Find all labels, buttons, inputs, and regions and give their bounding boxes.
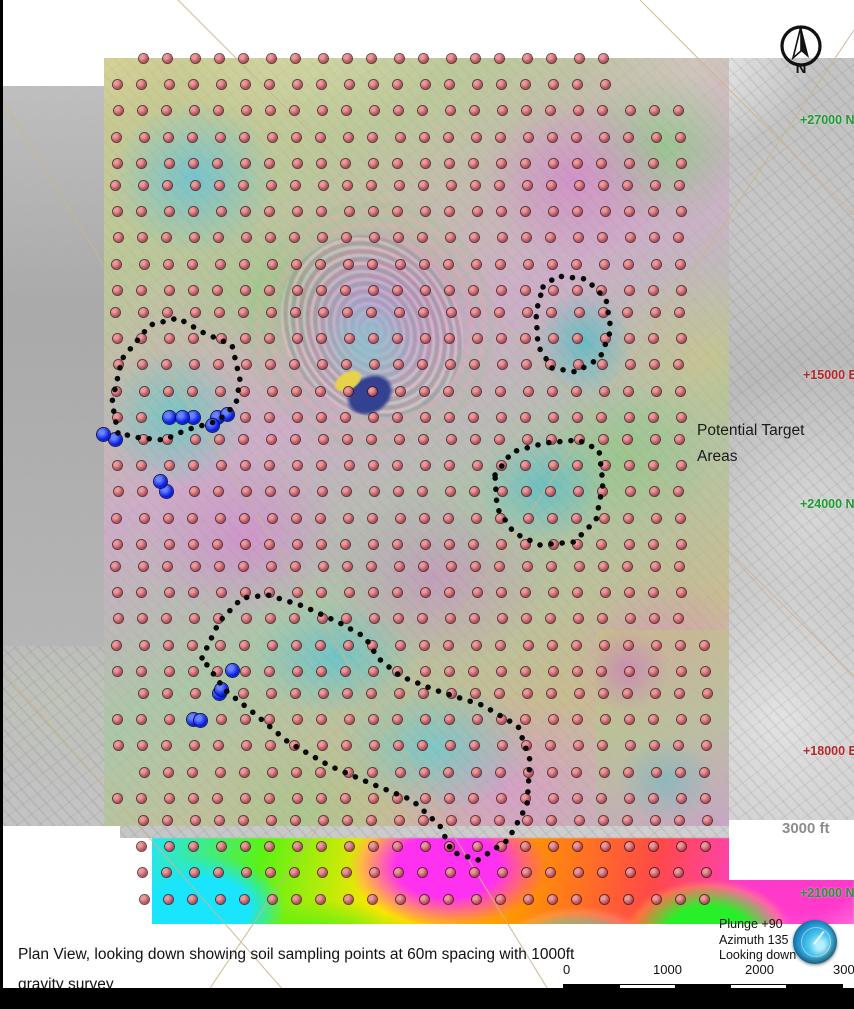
compass-north-letter: N [796, 60, 807, 77]
coordinate-label-0: +27000 N [800, 113, 854, 127]
terrain-band-west [0, 86, 104, 646]
slide-left-edge [0, 0, 3, 1009]
survey-limit-band-bottom-left [0, 826, 120, 924]
scale-bar-tick-labels: 0 1000 2000 3000 [555, 962, 854, 980]
scale-tick-0: 0 [563, 962, 571, 977]
stereonet-sphere-icon [793, 920, 837, 964]
potential-target-areas-label: Potential Target Areas [697, 422, 805, 465]
coordinate-label-2: +24000 N [800, 497, 854, 511]
coordinate-label-1: +15000 E [803, 368, 854, 382]
azimuth-value: Azimuth 135 [719, 932, 789, 947]
survey-limit-band-top-left [0, 58, 104, 86]
view-direction-value: Looking down [719, 948, 797, 962]
scale-tick-1000: 1000 [653, 962, 682, 977]
scale-tick-3000: 3000 [833, 962, 854, 977]
orientation-info-block: Plunge +90 Azimuth 135 Looking down [719, 917, 796, 964]
coordinate-label-3: +18000 E [803, 744, 854, 758]
coordinate-label-4: +21000 N [800, 886, 854, 900]
scale-tick-2000: 2000 [745, 962, 774, 977]
survey-limit-band-top [0, 0, 854, 58]
distance-label-3000ft: 3000 ft [782, 820, 830, 837]
geochemistry-raster-overlay-east [596, 630, 729, 826]
plunge-value: Plunge +90 [719, 917, 783, 931]
north-arrow-icon: N [780, 25, 822, 77]
slide-bottom-bar [0, 988, 854, 1009]
